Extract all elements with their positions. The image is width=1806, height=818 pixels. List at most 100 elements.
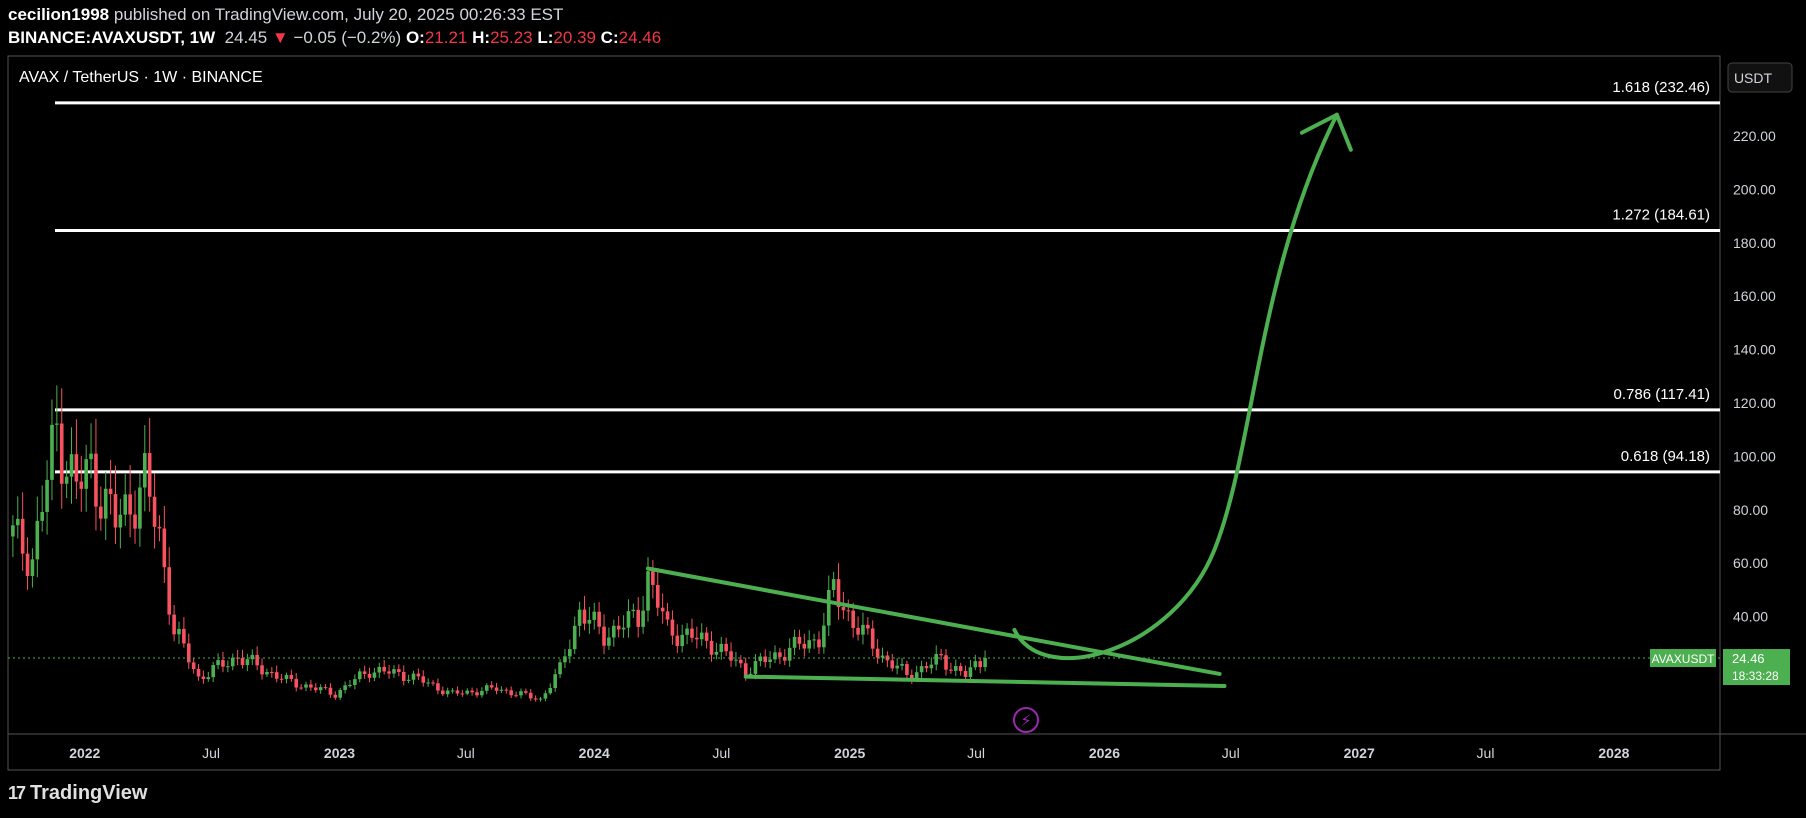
author-name[interactable]: cecilion1998 (8, 5, 110, 24)
y-tick-label: 120.00 (1733, 395, 1776, 411)
candle-body (260, 665, 264, 675)
candle-body (787, 647, 792, 661)
candle-body (504, 689, 509, 691)
candle-body (406, 679, 411, 681)
candle-body (133, 514, 137, 529)
candle-body (939, 654, 943, 656)
close-label: C: (600, 28, 619, 47)
candle-body (245, 659, 250, 666)
candle-body (543, 693, 548, 699)
candle-body (592, 611, 597, 620)
candle-body (763, 656, 768, 662)
candle-body (768, 659, 772, 662)
candle-body (157, 526, 162, 529)
candle-body (20, 518, 25, 554)
candle-body (69, 454, 74, 477)
publish-info: cecilion1998 published on TradingView.co… (8, 5, 563, 25)
candle-body (734, 659, 738, 661)
candle-body (577, 609, 582, 626)
candle-body (357, 671, 362, 680)
symbol-name: BINANCE:AVAXUSDT, 1W (8, 28, 216, 47)
candle-body (685, 628, 689, 635)
candle-body (670, 619, 675, 636)
candle-body (147, 453, 152, 497)
currency-button[interactable] (1727, 62, 1793, 93)
candle-body (128, 494, 132, 515)
tradingview-brand[interactable]: 17 TradingView (8, 782, 147, 805)
candle-body (958, 666, 963, 672)
candle-body (836, 579, 841, 608)
candle-body (944, 655, 948, 670)
candle-body (411, 673, 416, 680)
candle-body (323, 687, 328, 689)
candle-body (343, 685, 347, 691)
candle-body (533, 698, 538, 700)
candle-body (470, 690, 474, 693)
x-tick-label: 2024 (579, 745, 610, 761)
candle-body (983, 658, 987, 668)
candle-body (362, 671, 367, 674)
candle-body (934, 654, 939, 665)
candle-body (563, 656, 567, 663)
candle-body (743, 663, 748, 676)
candle-body (616, 625, 621, 630)
candle-body (714, 651, 719, 655)
candle-body (309, 684, 313, 688)
candle-body (919, 666, 924, 673)
trendline[interactable] (645, 566, 1222, 676)
candle-body (250, 654, 255, 660)
candle-body (328, 687, 333, 695)
candle-body (690, 628, 694, 638)
candle-body (460, 693, 465, 695)
candle-body (655, 584, 660, 608)
candle-body (905, 664, 909, 675)
x-tick-label: 2023 (324, 745, 355, 761)
trendline[interactable] (743, 674, 1227, 688)
candle-body (30, 559, 35, 576)
candle-body (910, 674, 914, 680)
candle-body (191, 662, 196, 670)
candle-body (392, 669, 396, 674)
chart-frame (7, 55, 1721, 771)
candle-body (353, 679, 357, 686)
candle-body (856, 627, 860, 635)
x-tick-label: Jul (202, 745, 220, 761)
countdown-label: 18:33:28 (1732, 669, 1779, 683)
projection-arrow[interactable] (1012, 112, 1339, 661)
candle-body (621, 627, 626, 630)
candle-body (270, 671, 274, 673)
candle-body (841, 607, 846, 611)
candle-body (421, 676, 426, 683)
candle-body (15, 518, 20, 526)
candle-body (289, 674, 294, 679)
price-tag (1723, 649, 1790, 686)
candle-body (602, 626, 606, 646)
candle-body (626, 611, 631, 628)
y-tick-label: 180.00 (1733, 235, 1776, 251)
candle-body (895, 665, 899, 669)
candle-body (480, 690, 484, 696)
candle-body (773, 652, 777, 660)
candle-body (416, 673, 421, 677)
currency-button-label: USDT (1734, 70, 1773, 86)
candle-body (211, 665, 215, 678)
y-tick-label: 100.00 (1733, 448, 1776, 464)
candle-body (11, 525, 15, 537)
candle-body (206, 677, 211, 680)
candle-body (753, 661, 758, 674)
candle-body (870, 628, 875, 649)
lightning-icon[interactable] (1013, 707, 1039, 733)
candle-body (138, 487, 142, 529)
candle-body (651, 571, 655, 585)
x-tick-label: 2025 (834, 745, 865, 761)
chart-title: AVAX / TetherUS · 1W · BINANCE (19, 69, 263, 86)
candle-body (94, 453, 98, 507)
candle-body (304, 684, 308, 688)
candle-body (528, 692, 533, 699)
candle-body (108, 488, 113, 495)
candle-body (221, 660, 225, 667)
y-tick-label: 60.00 (1733, 555, 1768, 571)
candle-body (538, 698, 543, 700)
candle-body (64, 476, 69, 484)
